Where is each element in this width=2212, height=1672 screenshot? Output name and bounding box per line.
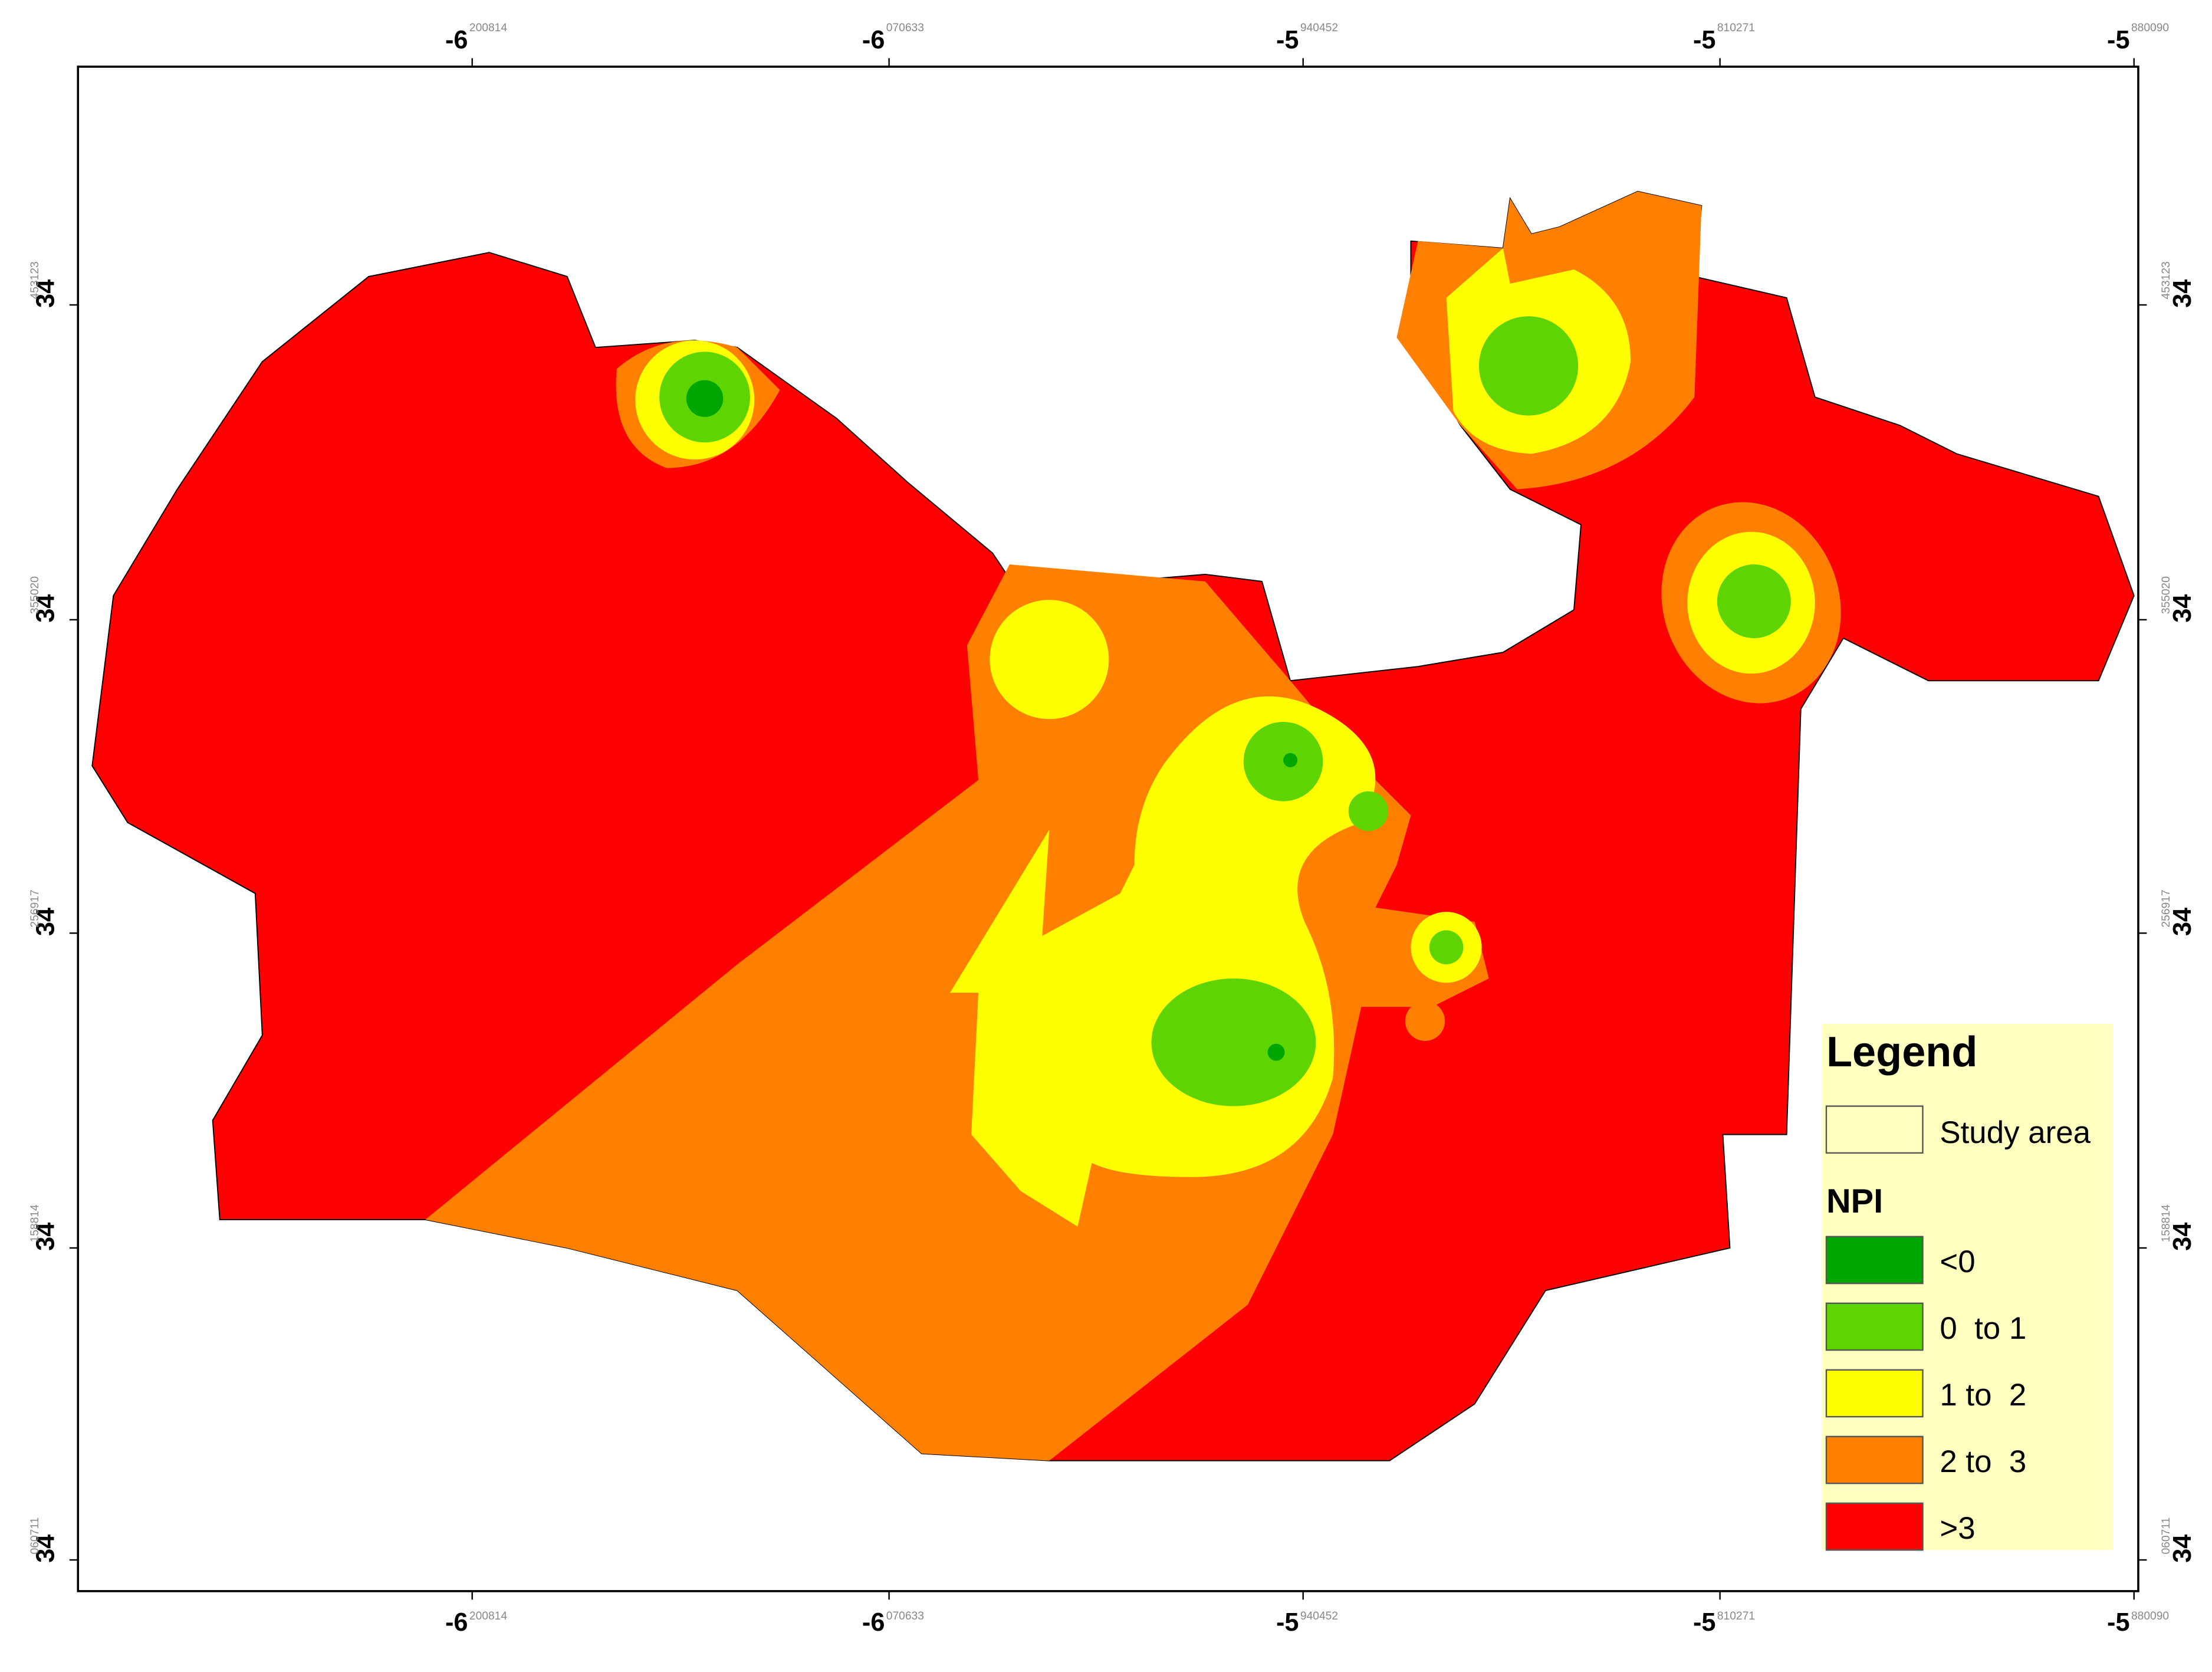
y-tick-sublabel: 060711 <box>29 1517 41 1555</box>
x-tick-label: -5 <box>1276 1608 1299 1637</box>
y-tick-sublabel: 453123 <box>2160 261 2172 299</box>
npi-0-to-1 <box>1243 721 1323 801</box>
legend-label: Study area <box>1940 1115 2091 1150</box>
npi-0-to-1 <box>1348 791 1388 832</box>
legend-label: >3 <box>1940 1511 1975 1546</box>
y-tick-label: 34 <box>2168 594 2197 622</box>
map-frame <box>77 65 2139 1592</box>
legend-label: 1 to 2 <box>1940 1378 2026 1413</box>
npi-0-to-1 <box>1151 978 1316 1106</box>
x-tick-label: -5 <box>1276 26 1299 54</box>
legend-swatch <box>1825 1502 1924 1551</box>
y-tick-sublabel: 060711 <box>2160 1517 2172 1555</box>
x-tick-label: -6 <box>862 26 885 54</box>
npi-0-to-1 <box>1717 564 1791 639</box>
legend-subtitle: NPI <box>1826 1182 1883 1220</box>
legend-swatch <box>1825 1436 1924 1484</box>
legend-swatch <box>1825 1105 1924 1154</box>
legend-label: 2 to 3 <box>1940 1444 2026 1479</box>
y-tick-sublabel: 453123 <box>29 261 41 299</box>
x-tick-label: -5 <box>1693 1608 1715 1637</box>
y-tick-sublabel: 355020 <box>2160 576 2172 614</box>
x-tick-sublabel: 880090 <box>2131 1610 2169 1622</box>
legend: Legend Study area NPI <0 0 to 1 1 to 2 2 to… <box>1822 1024 2113 1551</box>
legend-title: Legend <box>1826 1029 1977 1076</box>
x-tick-sublabel: 940452 <box>1300 1610 1338 1622</box>
y-tick-label: 34 <box>31 280 60 308</box>
y-tick-sublabel: 256917 <box>29 889 41 927</box>
x-tick-sublabel: 880090 <box>2131 22 2169 34</box>
y-tick-label: 34 <box>2168 280 2197 308</box>
y-tick-sublabel: 355020 <box>29 576 41 614</box>
npi-below-0 <box>686 380 724 417</box>
map-surface <box>91 190 2135 1461</box>
x-tick-label: -5 <box>2107 26 2129 54</box>
npi-2-to-3 <box>1405 1001 1445 1041</box>
x-tick-sublabel: 070633 <box>886 22 924 34</box>
x-tick-label: -5 <box>1693 26 1715 54</box>
x-tick-label: -6 <box>445 26 468 54</box>
y-tick-label: 34 <box>31 1223 60 1251</box>
x-tick-label: -6 <box>862 1608 885 1637</box>
npi-1-to-2 <box>990 600 1109 720</box>
y-tick-label: 34 <box>2168 1535 2197 1563</box>
y-tick-label: 34 <box>2168 1223 2197 1251</box>
npi-0-to-1 <box>1429 930 1464 965</box>
npi-below-0 <box>1267 1043 1285 1061</box>
legend-label: 0 to 1 <box>1940 1311 2026 1346</box>
x-tick-sublabel: 940452 <box>1300 22 1338 34</box>
y-tick-label: 34 <box>2168 908 2197 936</box>
legend-swatch <box>1825 1236 1924 1285</box>
npi-0-to-1 <box>1478 316 1579 416</box>
y-tick-label: 34 <box>31 594 60 622</box>
y-tick-sublabel: 158814 <box>29 1204 41 1242</box>
x-tick-sublabel: 200814 <box>469 1610 507 1622</box>
x-tick-sublabel: 810271 <box>1717 22 1755 34</box>
legend-swatch <box>1825 1302 1924 1351</box>
legend-label: <0 <box>1940 1244 1975 1279</box>
x-tick-label: -5 <box>2107 1608 2129 1637</box>
x-tick-sublabel: 200814 <box>469 22 507 34</box>
x-tick-label: -6 <box>445 1608 468 1637</box>
x-tick-sublabel: 810271 <box>1717 1610 1755 1622</box>
y-tick-sublabel: 158814 <box>2160 1204 2172 1242</box>
y-tick-label: 34 <box>31 1535 60 1563</box>
y-tick-sublabel: 256917 <box>2160 889 2172 927</box>
x-tick-sublabel: 070633 <box>886 1610 924 1622</box>
y-tick-label: 34 <box>31 908 60 936</box>
graticule: -6 200814-6 200814-6 070633-6 070633-5 940452… <box>29 22 2197 1637</box>
npi-below-0 <box>1283 753 1298 767</box>
legend-swatch <box>1825 1369 1924 1418</box>
